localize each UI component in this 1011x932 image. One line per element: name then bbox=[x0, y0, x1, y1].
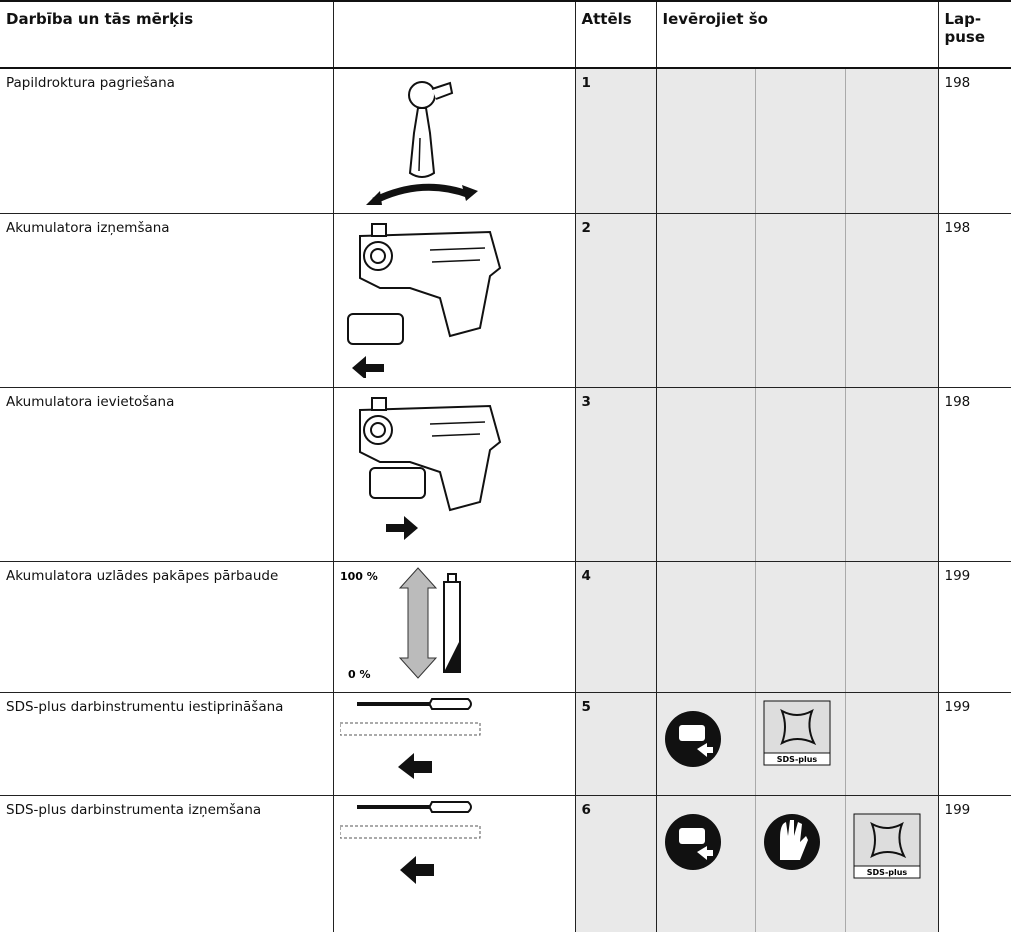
header-cell: Attēls bbox=[574, 0, 656, 69]
figure-number: 4 bbox=[574, 561, 656, 693]
header-cell: Ievērojiet šo bbox=[655, 0, 938, 69]
action: SDS-plus darbinstrumentu iestiprināšana bbox=[0, 692, 333, 796]
header-cell: Lap-puse bbox=[937, 0, 1011, 69]
row: Akumulatora ievietošana 3 198 bbox=[0, 387, 1011, 562]
figure-cell bbox=[332, 387, 575, 562]
battery-insert-icon bbox=[358, 397, 501, 540]
row: SDS-plus darbinstrumentu iestiprināšana … bbox=[0, 692, 1011, 796]
action: SDS-plus darbinstrumenta izņemšana bbox=[6, 802, 262, 818]
figure-cell bbox=[332, 795, 575, 932]
figure-cell bbox=[332, 213, 575, 388]
figure-number: 2 bbox=[574, 213, 656, 388]
gloves-icon bbox=[763, 814, 820, 870]
figure-cell: 100 % 0 % bbox=[332, 561, 575, 693]
note-cell bbox=[844, 387, 938, 562]
icon-label: SDS-plus bbox=[866, 868, 907, 877]
note-cell bbox=[844, 561, 938, 693]
figure-number: 1 bbox=[574, 68, 656, 214]
note-cell bbox=[844, 68, 938, 214]
note-cell bbox=[844, 692, 938, 796]
note-cell bbox=[655, 387, 755, 562]
note-cell bbox=[754, 68, 845, 214]
header-row: Darbība un tās mērķis Attēls Ievērojiet … bbox=[0, 0, 1011, 69]
row: Papildroktura pagriešana 1 198 bbox=[0, 68, 1011, 214]
action: Akumulatora ievietošana bbox=[0, 387, 333, 562]
page-number: 199 bbox=[937, 561, 1011, 693]
note-cell: SDS-plus bbox=[754, 692, 845, 796]
action: Akumulatora uzlādes pakāpes pārbaude bbox=[0, 561, 333, 693]
note-cell bbox=[754, 387, 845, 562]
row: Akumulatora uzlādes pakāpes pārbaude 100… bbox=[0, 561, 1011, 693]
note-cell: SDS-plus bbox=[844, 795, 938, 932]
header-cell bbox=[332, 0, 575, 69]
page-number: 199 bbox=[937, 692, 1011, 796]
action: Akumulatora izņemšana bbox=[0, 213, 333, 388]
row: Akumulatora izņemšana 2 198 bbox=[0, 213, 1011, 388]
tool-remove-icon bbox=[339, 801, 480, 884]
remove-battery-icon bbox=[664, 814, 721, 870]
note-cell bbox=[754, 561, 845, 693]
remove-battery-icon bbox=[664, 711, 721, 767]
header-cell: Darbība un tās mērķis bbox=[0, 0, 333, 69]
header-text: puse bbox=[944, 28, 986, 46]
note-cell bbox=[655, 213, 755, 388]
note-cell bbox=[655, 68, 755, 214]
note-cell bbox=[655, 561, 755, 693]
note-cell bbox=[655, 692, 755, 796]
icon-label: SDS-plus bbox=[776, 755, 817, 764]
note-cell bbox=[844, 213, 938, 388]
note-cell bbox=[655, 795, 755, 932]
page-number: 198 bbox=[937, 387, 1011, 562]
page-number: 198 bbox=[937, 213, 1011, 388]
figure-number: 5 bbox=[574, 692, 656, 796]
row: SDS-plus darbinstrumenta izņemšana 6 SDS… bbox=[0, 795, 1011, 932]
figure-cell bbox=[332, 692, 575, 796]
battery-remove-icon bbox=[346, 223, 501, 380]
header-text: Lap- bbox=[944, 10, 982, 28]
sds-plus-icon: SDS-plus bbox=[763, 700, 830, 766]
icon-label: 0 % bbox=[348, 668, 371, 681]
action: Papildroktura pagriešana bbox=[0, 68, 333, 214]
icon-label: 100 % bbox=[340, 570, 378, 583]
charge-level-icon: 100 % 0 % bbox=[340, 567, 461, 681]
figure-number: 3 bbox=[574, 387, 656, 562]
page-number: 198 bbox=[937, 68, 1011, 214]
handle-icon bbox=[365, 81, 478, 205]
note-cell bbox=[754, 213, 845, 388]
figure-cell bbox=[332, 68, 575, 214]
sds-plus-icon: SDS-plus bbox=[853, 813, 920, 879]
page-number: 199 bbox=[937, 795, 1011, 932]
tool-insert-icon bbox=[339, 698, 480, 779]
figure-number: 6 bbox=[574, 795, 656, 932]
note-cell bbox=[754, 795, 845, 932]
